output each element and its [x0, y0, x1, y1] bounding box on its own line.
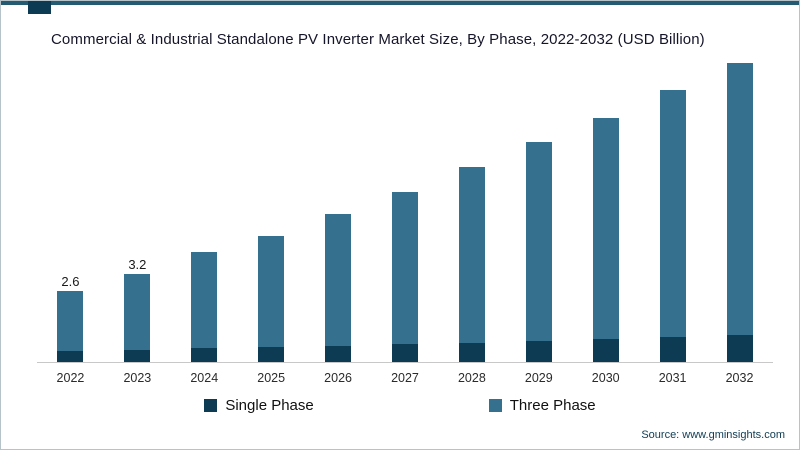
bar-segment-single-phase	[525, 341, 552, 362]
bar-stack	[57, 290, 84, 362]
bar-segment-single-phase	[592, 338, 619, 362]
bar-column	[706, 61, 773, 363]
bar-column	[237, 61, 305, 363]
bar-group-2025: 2025	[237, 61, 305, 385]
bar-group-2031: 2031	[639, 61, 707, 385]
x-axis-label: 2025	[257, 371, 286, 385]
plot-area: 2.6 2022 3.2 2023 2024 2025 2026 2027 2028 2029 20…	[37, 53, 773, 385]
bar-segment-three-phase	[525, 142, 552, 342]
x-axis-label: 2031	[658, 371, 687, 385]
x-axis-label: 2028	[457, 371, 486, 385]
bar-column	[438, 61, 506, 363]
bar-group-2032: 2032	[706, 61, 773, 385]
bar-segment-single-phase	[659, 337, 686, 362]
x-axis-label: 2023	[123, 371, 152, 385]
legend-label-single-phase: Single Phase	[225, 397, 314, 414]
three-phase-swatch-icon	[488, 399, 502, 412]
legend-label-three-phase: Three Phase	[509, 397, 596, 414]
top-accent-bar	[1, 1, 799, 5]
bar-group-2024: 2024	[170, 61, 238, 385]
bar-stack	[391, 191, 418, 362]
bar-segment-single-phase	[391, 344, 418, 362]
bar-segment-single-phase	[458, 342, 485, 362]
bar-segment-three-phase	[325, 213, 352, 346]
x-axis-label: 2024	[190, 371, 219, 385]
bar-group-2023: 3.2 2023	[103, 61, 171, 385]
bar-segment-single-phase	[325, 345, 352, 362]
bar-stack	[726, 62, 753, 362]
bar-group-2028: 2028	[438, 61, 506, 385]
bar-segment-three-phase	[258, 235, 285, 347]
bar-column	[572, 61, 640, 363]
top-accent-notch	[28, 1, 51, 14]
bar-segment-three-phase	[124, 274, 151, 350]
bar-segment-three-phase	[659, 90, 686, 338]
bar-segment-single-phase	[191, 348, 218, 362]
bar-column: 3.2	[103, 61, 171, 363]
bar-group-2027: 2027	[371, 61, 439, 385]
legend-item-single-phase: Single Phase	[204, 397, 314, 414]
bar-stack	[659, 90, 686, 362]
bar-stack	[258, 235, 285, 362]
bar-column: 2.6	[37, 61, 104, 363]
bar-value-label: 3.2	[128, 257, 147, 273]
bar-stack	[592, 117, 619, 362]
bar-group-2026: 2026	[304, 61, 372, 385]
bar-stack	[458, 167, 485, 362]
bar-column	[304, 61, 372, 363]
x-axis-label: 2030	[591, 371, 620, 385]
bar-column	[170, 61, 238, 363]
bar-segment-three-phase	[458, 167, 485, 343]
bar-stack	[191, 252, 218, 362]
bar-column	[371, 61, 439, 363]
bar-stack	[325, 213, 352, 362]
bar-segment-three-phase	[191, 252, 218, 349]
bar-stack	[525, 142, 552, 362]
x-axis-label: 2026	[324, 371, 352, 385]
bar-group-2022: 2.6 2022	[37, 61, 104, 385]
bar-stack	[124, 274, 151, 362]
bar-column	[639, 61, 707, 363]
bar-segment-single-phase	[57, 351, 84, 362]
bar-segment-three-phase	[391, 191, 418, 345]
x-axis-label: 2029	[524, 371, 553, 385]
legend-item-three-phase: Three Phase	[488, 397, 596, 414]
x-axis-label: 2022	[56, 371, 85, 385]
bar-segment-three-phase	[726, 62, 753, 335]
x-axis-label: 2027	[391, 371, 419, 385]
bar-segment-single-phase	[124, 349, 151, 362]
x-axis-label: 2032	[725, 371, 754, 385]
legend: Single Phase Three Phase	[1, 397, 799, 414]
bar-group-2029: 2029	[505, 61, 573, 385]
bar-segment-single-phase	[258, 346, 285, 362]
bar-column	[505, 61, 573, 363]
bar-segment-three-phase	[592, 117, 619, 339]
bar-segment-single-phase	[726, 334, 753, 362]
single-phase-swatch-icon	[204, 399, 218, 412]
source-attribution: Source: www.gminsights.com	[641, 429, 785, 441]
bar-group-2030: 2030	[572, 61, 640, 385]
bar-segment-three-phase	[57, 290, 84, 352]
bar-value-label: 2.6	[61, 273, 80, 289]
chart-title: Commercial & Industrial Standalone PV In…	[51, 31, 705, 48]
